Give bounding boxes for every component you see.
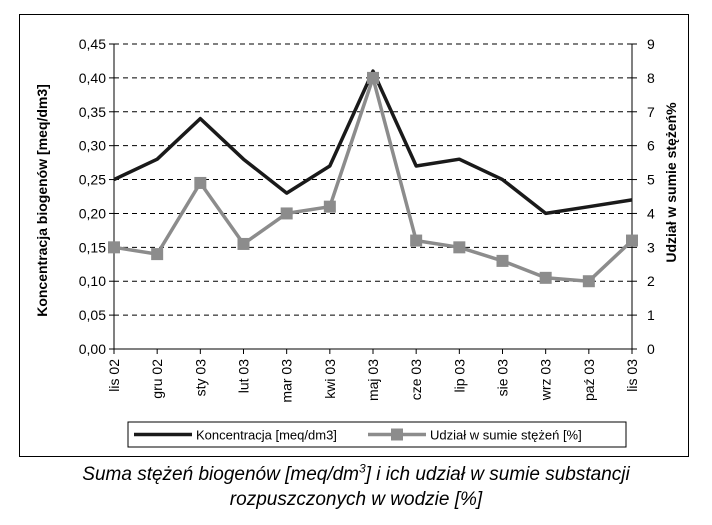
series-1-marker: [237, 237, 250, 250]
caption-line-1-start: Suma stężeń biogenów [meq/dm: [82, 464, 360, 485]
series-1-marker: [453, 241, 466, 254]
series-line-0: [113, 69, 633, 216]
x-tick-label: kwi 03: [322, 359, 338, 399]
series-1-marker: [280, 207, 293, 220]
y-tick-label: 0,45: [79, 36, 106, 52]
series-1-marker: [496, 254, 509, 267]
y-tick-label: 0,10: [79, 273, 106, 289]
x-tick-label: sie 03: [495, 359, 511, 397]
y-tick-label: 0,15: [79, 239, 106, 255]
caption-superscript: 3: [359, 461, 366, 476]
y-right-tick-label: 6: [647, 138, 655, 154]
legend-marker-1: [391, 428, 403, 441]
y-right-tick-label: 3: [647, 239, 655, 255]
y-right-tick-label: 9: [647, 36, 655, 52]
series-1-marker: [367, 71, 379, 84]
x-tick-label: mar 03: [279, 359, 295, 403]
series-line-1: [113, 76, 634, 283]
y-right-tick-label: 8: [647, 70, 655, 86]
figure-caption: Suma stężeń biogenów [meq/dm3] i ich udz…: [0, 462, 712, 512]
y-tick-label: 0,25: [79, 172, 106, 188]
y-right-tick-label: 7: [647, 104, 655, 120]
line-chart: 0,00 0,05 0,10 0,15 0,20 0,25 0,30 0,35 0,40 0,45…: [34, 36, 679, 448]
y-right-tick-label: 4: [647, 205, 655, 221]
series-1-marker: [151, 248, 164, 261]
y-right-tick-label: 1: [647, 307, 655, 323]
series-1-marker: [539, 271, 552, 284]
caption-line-2: rozpuszczonych w wodzie [%]: [229, 489, 483, 510]
x-tick-label: lip 03: [451, 359, 467, 393]
y-right-tick-label: 0: [647, 341, 655, 357]
series-1-marker: [626, 234, 638, 247]
y-right-tick-label: 5: [647, 172, 655, 188]
x-tick-label: maj 03: [365, 359, 381, 401]
x-tick-label: lut 03: [236, 359, 252, 393]
x-tick-label: lis 02: [106, 359, 122, 392]
series-1-marker: [108, 241, 120, 254]
x-tick-label: lis 03: [624, 359, 640, 392]
y-tick-label: 0,20: [79, 205, 106, 221]
legend-label: Koncentracja [meq/dm3]: [196, 428, 337, 443]
y-right-tick-label: 2: [647, 273, 655, 289]
y-tick-label: 0,05: [79, 307, 106, 323]
y-axis-label: Koncentracja biogenów [meq/dm3]: [34, 84, 50, 317]
x-tick-label: wrz 03: [538, 359, 554, 401]
x-tick-label: sty 03: [192, 359, 208, 397]
caption-line-1: Suma stężeń biogenów [meq/dm3] i ich udz…: [0, 462, 712, 487]
y-tick-label: 0,00: [79, 341, 106, 357]
x-tick-label: gru 02: [149, 359, 165, 399]
caption-line-1-end: ] i ich udział w sumie substancji: [365, 464, 630, 485]
chart-frame: 0,00 0,05 0,10 0,15 0,20 0,25 0,30 0,35 0,40 0,45…: [19, 14, 689, 457]
y-tick-label: 0,30: [79, 138, 106, 154]
x-tick-label: cze 03: [408, 359, 424, 400]
legend-label: Udział w sumie stężeń [%]: [430, 428, 582, 443]
series-1-marker: [582, 275, 595, 288]
y-tick-label: 0,40: [79, 70, 106, 86]
series-1-marker: [410, 234, 423, 247]
series-1-marker: [323, 200, 336, 213]
x-tick-label: paź 03: [581, 359, 597, 401]
series-1-marker: [194, 176, 207, 189]
y-axis-right-label: Udział w sumie stężeń%: [663, 102, 679, 263]
y-tick-label: 0,35: [79, 104, 106, 120]
